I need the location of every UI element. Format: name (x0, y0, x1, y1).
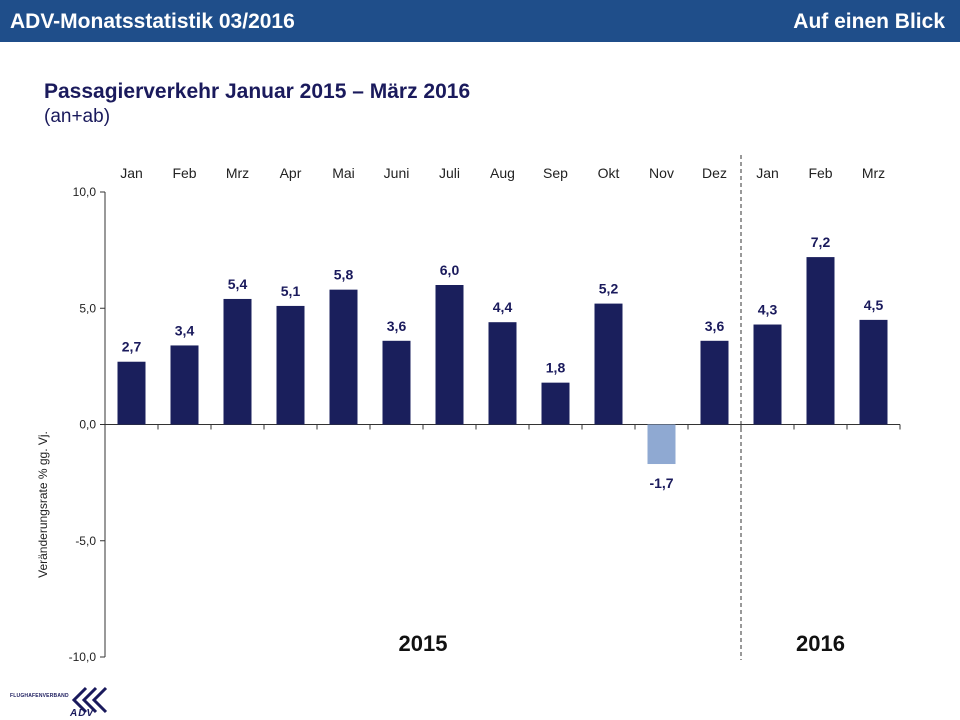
y-tick-label: -5,0 (75, 534, 96, 548)
category-label: Juli (439, 165, 460, 181)
logo-abbr: ADV (70, 708, 95, 719)
y-tick-label: 0,0 (79, 418, 96, 432)
bar (329, 289, 358, 425)
value-label: 2,7 (122, 339, 142, 355)
bar (806, 257, 835, 425)
value-label: 3,6 (705, 318, 725, 334)
y-tick-label: -10,0 (69, 650, 97, 664)
value-label: -1,7 (649, 475, 673, 491)
logo-org-text: FLUGHAFENVERBAND (10, 693, 69, 699)
chart-title: Passagierverkehr Januar 2015 – März 2016 (44, 80, 471, 103)
value-label: 6,0 (440, 262, 460, 278)
y-tick-label: 10,0 (73, 185, 97, 199)
category-label: Apr (280, 165, 302, 181)
category-label: Mrz (862, 165, 885, 181)
report-title: ADV-Monatsstatistik 03/2016 (10, 10, 295, 33)
bar (594, 303, 623, 425)
bar (382, 340, 411, 425)
category-label: Nov (649, 165, 674, 181)
category-label: Jan (120, 165, 143, 181)
bar (435, 285, 464, 425)
category-label: Dez (702, 165, 727, 181)
y-axis-label: Veränderungsrate % gg. Vj. (36, 431, 50, 578)
category-label: Feb (172, 165, 196, 181)
value-label: 3,6 (387, 318, 407, 334)
value-label: 1,8 (546, 360, 566, 376)
report-section-title: Auf einen Blick (793, 10, 945, 33)
value-label: 5,1 (281, 283, 301, 299)
value-label: 4,3 (758, 302, 778, 318)
value-label: 4,5 (864, 297, 884, 313)
bar (170, 345, 199, 425)
bar (753, 324, 782, 425)
category-label: Mai (332, 165, 355, 181)
year-label: 2016 (796, 631, 845, 656)
category-label: Jan (756, 165, 779, 181)
category-label: Mrz (226, 165, 249, 181)
value-label: 3,4 (175, 322, 195, 338)
chart-subtitle: (an+ab) (44, 106, 111, 127)
category-label: Sep (543, 165, 568, 181)
value-label: 5,8 (334, 267, 354, 283)
adv-logo-icon (71, 686, 108, 714)
value-label: 5,2 (599, 281, 619, 297)
value-label: 5,4 (228, 276, 248, 292)
bar (488, 322, 517, 425)
category-label: Aug (490, 165, 515, 181)
bar (647, 424, 676, 465)
category-label: Juni (384, 165, 410, 181)
y-tick-label: 5,0 (79, 301, 96, 315)
bar (117, 361, 146, 425)
bar (541, 382, 570, 425)
bar (276, 305, 305, 425)
bar (700, 340, 729, 425)
value-label: 4,4 (493, 299, 513, 315)
value-label: 7,2 (811, 234, 831, 250)
category-label: Feb (808, 165, 832, 181)
category-label: Okt (598, 165, 620, 181)
bar (223, 298, 252, 425)
header-bar: ADV-Monatsstatistik 03/2016 Auf einen Bl… (0, 0, 960, 42)
bar (859, 319, 888, 425)
year-label: 2015 (399, 631, 448, 656)
